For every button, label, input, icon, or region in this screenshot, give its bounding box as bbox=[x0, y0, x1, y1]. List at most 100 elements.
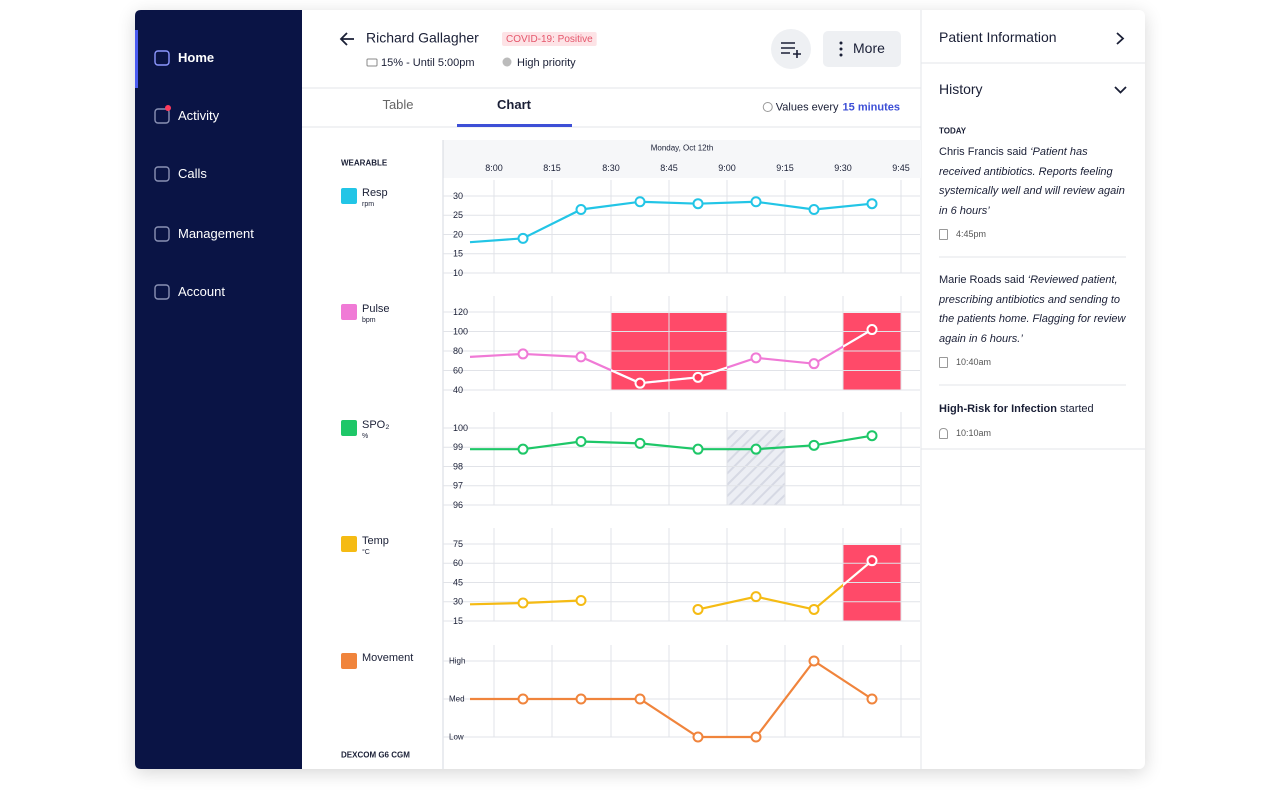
history-entry: Chris Francis said ‘Patient has received… bbox=[939, 143, 1131, 245]
vital-name: Movement bbox=[362, 652, 413, 664]
time-tick-label: 8:45 bbox=[660, 163, 678, 173]
y-tick-label: 98 bbox=[453, 461, 463, 471]
chevron-down[interactable] bbox=[1114, 86, 1127, 94]
vital-icon bbox=[341, 653, 357, 669]
chevron-right[interactable] bbox=[1116, 32, 1125, 45]
time-tick-label: 9:00 bbox=[718, 163, 736, 173]
nav-item[interactable]: Activity bbox=[178, 108, 220, 123]
more-dots bbox=[839, 41, 843, 57]
nav-item[interactable]: Home bbox=[178, 50, 214, 65]
battery-text: 15% - Until 5:00pm bbox=[381, 57, 475, 69]
y-tick-label: 15 bbox=[453, 249, 463, 259]
time-tick-label: 8:00 bbox=[485, 163, 503, 173]
nav-item[interactable]: Account bbox=[178, 284, 225, 299]
sidebar bbox=[135, 10, 302, 769]
y-tick-label: High bbox=[449, 657, 465, 666]
interval: Values every 15 minutes bbox=[776, 101, 900, 113]
patient-info[interactable]: Patient Information bbox=[939, 29, 1057, 45]
vital-point bbox=[517, 232, 529, 244]
vital-point bbox=[692, 198, 704, 210]
vital-icon bbox=[341, 304, 357, 320]
tab[interactable]: Table bbox=[382, 97, 413, 112]
vital-line bbox=[470, 659, 873, 739]
vital-point bbox=[517, 348, 529, 360]
verb: started bbox=[1060, 403, 1094, 415]
vital-unit: rpm bbox=[362, 201, 374, 208]
add-note-icon bbox=[781, 42, 801, 58]
vital-point bbox=[692, 371, 704, 383]
history-title[interactable]: History bbox=[939, 81, 983, 97]
y-tick-label: 30 bbox=[453, 597, 463, 607]
vital-point bbox=[808, 358, 820, 370]
nav-item[interactable]: Calls bbox=[178, 166, 207, 181]
vital-icon bbox=[341, 188, 357, 204]
vital-point bbox=[866, 430, 878, 442]
vital-point bbox=[750, 352, 762, 364]
nav-icon bbox=[154, 108, 170, 124]
vital-point bbox=[517, 597, 529, 609]
vital-point bbox=[866, 198, 878, 210]
y-tick-label: 25 bbox=[453, 210, 463, 220]
priority-icon bbox=[502, 57, 512, 67]
back-button[interactable] bbox=[339, 32, 354, 46]
tab-underline bbox=[457, 124, 572, 127]
history-entry: High-Risk for Infection started 10:10am bbox=[939, 400, 1131, 443]
y-tick-label: 80 bbox=[453, 346, 463, 356]
vital-point bbox=[750, 591, 762, 603]
notification-dot bbox=[165, 105, 171, 111]
hatched-zone bbox=[727, 430, 785, 505]
quote: ‘Reviewed patient, prescribing antibioti… bbox=[939, 274, 1126, 345]
y-tick-label: 40 bbox=[453, 385, 463, 395]
vital-point bbox=[866, 324, 878, 336]
vital-point bbox=[808, 203, 820, 215]
more-button[interactable] bbox=[823, 31, 901, 67]
y-tick-label: Med bbox=[449, 695, 465, 704]
vital-point bbox=[750, 443, 762, 455]
section-label: WEARABLE bbox=[341, 159, 388, 168]
event: High-Risk for Infection bbox=[939, 403, 1057, 415]
battery-icon bbox=[366, 58, 378, 67]
vital-point bbox=[866, 555, 878, 567]
vital-name: SPO₂ bbox=[362, 419, 390, 431]
y-tick-label: 20 bbox=[453, 229, 463, 239]
vital-point bbox=[808, 439, 820, 451]
verb: said bbox=[1006, 146, 1028, 158]
y-tick-label: 45 bbox=[453, 577, 463, 587]
priority-text: High priority bbox=[517, 57, 576, 69]
y-tick-label: 100 bbox=[453, 326, 468, 336]
vital-icon bbox=[341, 420, 357, 436]
vital-point bbox=[575, 693, 587, 705]
nav-item[interactable]: Management bbox=[178, 226, 254, 241]
vital-point bbox=[634, 437, 646, 449]
time-header bbox=[443, 140, 921, 178]
y-tick-label: 96 bbox=[453, 500, 463, 510]
more-label: More bbox=[853, 40, 885, 56]
y-tick-label: 30 bbox=[453, 191, 463, 201]
time-tick-label: 9:15 bbox=[776, 163, 794, 173]
y-tick-label: 15 bbox=[453, 616, 463, 626]
y-tick-label: 99 bbox=[453, 442, 463, 452]
nav-icon bbox=[154, 284, 170, 300]
vital-point bbox=[692, 731, 704, 743]
tab[interactable]: Chart bbox=[497, 97, 532, 112]
vital-point bbox=[634, 693, 646, 705]
vital-point bbox=[866, 693, 878, 705]
time: 10:40am bbox=[956, 357, 992, 367]
patient-name: Richard Gallagher bbox=[366, 30, 479, 46]
vital-point bbox=[517, 443, 529, 455]
history-entry: Marie Roads said ‘Reviewed patient, pres… bbox=[939, 271, 1131, 373]
vital-point bbox=[575, 351, 587, 363]
vital-point bbox=[808, 655, 820, 667]
vital-name: Pulse bbox=[362, 303, 390, 315]
add-note-button[interactable] bbox=[771, 29, 811, 69]
vital-point bbox=[808, 603, 820, 615]
active-indicator bbox=[135, 30, 138, 88]
vital-point bbox=[575, 203, 587, 215]
vital-unit: % bbox=[362, 433, 368, 440]
nav-icon bbox=[154, 226, 170, 242]
day-label: TODAY bbox=[939, 127, 967, 136]
y-tick-label: Low bbox=[449, 733, 464, 742]
author: Chris Francis bbox=[939, 146, 1004, 158]
vital-point bbox=[634, 196, 646, 208]
quote: ‘Patient has received antibiotics. Repor… bbox=[939, 146, 1125, 217]
